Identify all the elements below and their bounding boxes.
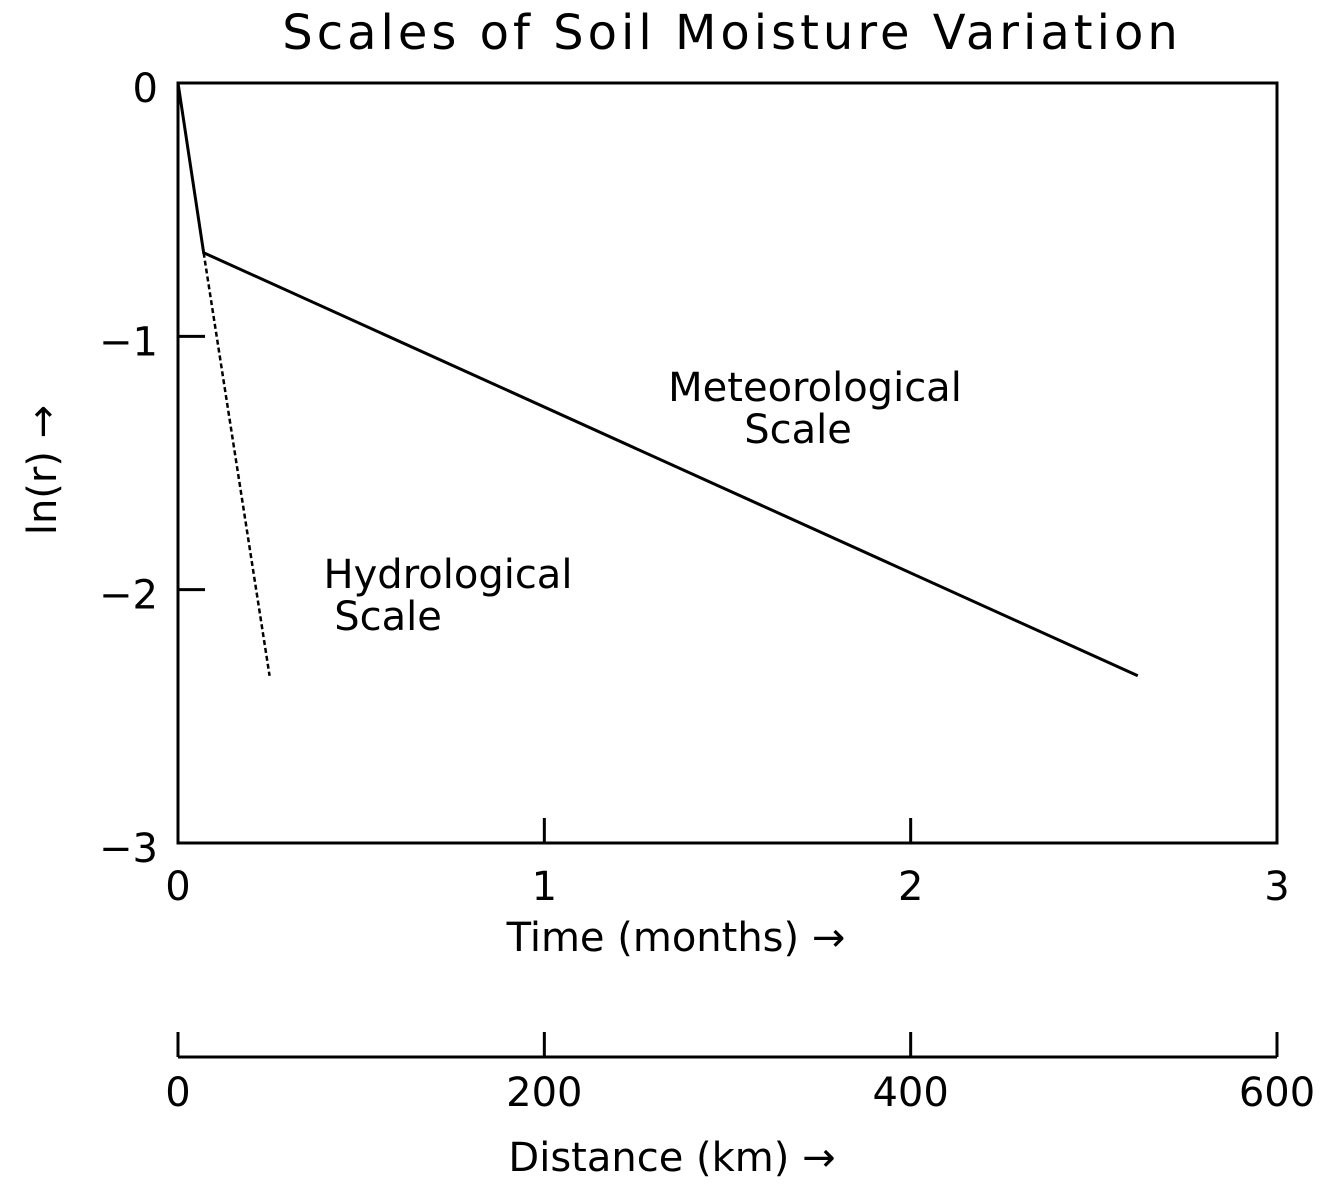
x2-tick-label: 200 — [506, 1070, 582, 1116]
x-tick-label: 2 — [898, 864, 923, 910]
line-series — [202, 252, 271, 676]
x-axis-label: Time (months) → — [506, 915, 846, 961]
annotation: Meteorological — [668, 365, 962, 411]
plot-frame — [176, 81, 1279, 845]
chart-title: Scales of Soil Moisture Variation — [282, 5, 1181, 61]
annotation: Scale — [744, 407, 852, 453]
x2-tick-label: 0 — [165, 1070, 190, 1116]
x-tick-label: 0 — [165, 864, 190, 910]
y-tick-label: 0 — [133, 66, 158, 112]
x2-axis-label: Distance (km) → — [508, 1135, 835, 1181]
line-series — [176, 82, 1139, 678]
x-tick-label: 3 — [1264, 864, 1289, 910]
annotation: Hydrological — [324, 552, 573, 598]
y-tick-label: −2 — [99, 573, 158, 619]
y-tick-label: −1 — [99, 319, 158, 365]
x2-tick-label: 400 — [872, 1070, 948, 1116]
annotation: Scale — [334, 594, 442, 640]
x-tick-label: 1 — [532, 864, 557, 910]
y-tick-label: −3 — [99, 826, 158, 872]
y-axis-label: ln(r) → — [20, 405, 66, 535]
x2-tick-label: 600 — [1239, 1070, 1315, 1116]
